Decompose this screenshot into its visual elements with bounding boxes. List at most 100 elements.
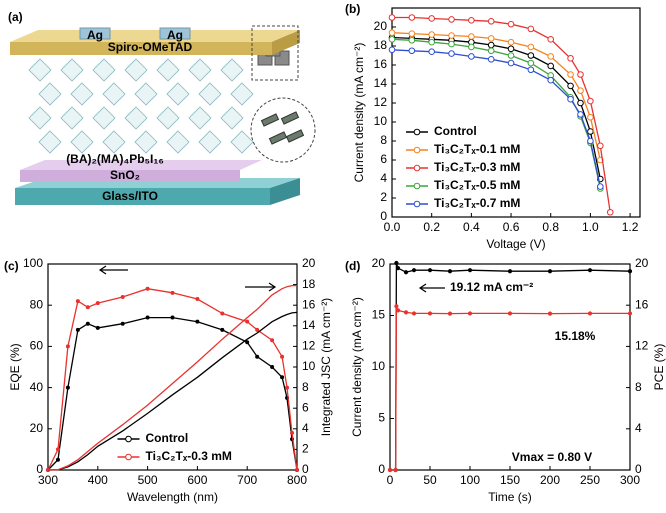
htl-side xyxy=(272,30,300,55)
octahedron xyxy=(38,82,62,106)
data-point xyxy=(587,137,594,145)
annotation: Vmax = 0.80 V xyxy=(512,450,592,464)
inset-flake xyxy=(268,131,288,145)
data-point xyxy=(95,301,100,306)
data-point xyxy=(394,260,399,266)
electrode-label: Ag xyxy=(167,28,183,42)
data-point xyxy=(547,36,555,43)
data-point xyxy=(427,268,433,273)
x-tick-label: 500 xyxy=(138,473,158,487)
data-point xyxy=(567,82,574,90)
y2-tick-label: 10 xyxy=(302,359,316,373)
legend-label: Control xyxy=(434,124,477,138)
y-tick-label: 4 xyxy=(380,171,387,185)
data-point xyxy=(245,340,250,345)
data-point xyxy=(170,315,175,320)
data-point xyxy=(295,468,299,472)
y-tick-label: 40 xyxy=(30,380,44,394)
x-tick-label: 600 xyxy=(187,473,207,487)
panel-label: (a) xyxy=(8,10,23,24)
data-point xyxy=(408,37,416,44)
data-point xyxy=(468,43,475,51)
octahedron xyxy=(198,82,222,106)
data-point xyxy=(388,29,396,37)
y-tick-label: 0 xyxy=(378,462,385,476)
panel-label: (c) xyxy=(4,259,19,273)
x-tick-label: 1.0 xyxy=(582,220,599,234)
arrow xyxy=(418,283,445,293)
data-point xyxy=(290,430,295,435)
data-point xyxy=(395,266,401,271)
octahedron xyxy=(60,58,84,82)
inset-flake xyxy=(285,129,305,143)
octahedron xyxy=(124,58,148,82)
x-axis-label: Voltage (V) xyxy=(486,237,545,251)
y2-tick-label: 2 xyxy=(302,442,309,456)
arrow xyxy=(245,282,277,292)
y2-tick-label: 12 xyxy=(302,339,316,353)
data-point xyxy=(388,46,396,54)
y-tick-label: 12 xyxy=(374,95,388,109)
data-point xyxy=(120,321,125,326)
data-point xyxy=(468,33,475,40)
y2-tick-label: 0 xyxy=(302,462,309,476)
data-point xyxy=(507,20,515,28)
data-point xyxy=(547,53,555,60)
plot-frame xyxy=(391,7,641,218)
octahedron xyxy=(70,82,94,106)
inset-flake xyxy=(260,113,280,127)
perovskite-label: (BA)₂(MA)₄Pb₅I₁₆ xyxy=(66,152,164,166)
octahedron xyxy=(60,106,84,130)
data-point xyxy=(487,47,495,55)
data-point xyxy=(487,41,495,49)
x-tick-label: 0.6 xyxy=(503,220,520,234)
data-point xyxy=(408,14,416,21)
y2-tick-label: 16 xyxy=(635,297,649,311)
y-tick-label: 5 xyxy=(378,411,385,425)
etl-label: SnO₂ xyxy=(110,168,140,182)
data-point xyxy=(170,290,175,295)
y-tick-label: 20 xyxy=(372,256,386,270)
y-axis-label: EQE (%) xyxy=(8,343,22,390)
legend-marker xyxy=(125,453,132,461)
x-tick-label: 150 xyxy=(500,473,520,487)
data-point xyxy=(507,311,513,316)
y2-tick-label: 16 xyxy=(302,297,316,311)
y-axis-label: Current density (mA cm⁻²) xyxy=(352,43,366,183)
octahedron xyxy=(134,130,158,154)
legend-label: Ti₃C₂Tₓ-0.5 mM xyxy=(434,178,520,192)
data-point xyxy=(280,354,285,359)
htl-front xyxy=(10,42,272,55)
data-point xyxy=(65,344,70,349)
y-tick-label: 2 xyxy=(380,190,387,204)
legend-label: Control xyxy=(146,431,189,445)
data-point xyxy=(597,183,604,190)
data-point xyxy=(65,385,70,390)
data-point xyxy=(388,36,396,43)
data-point xyxy=(587,97,594,105)
octahedron xyxy=(220,106,244,130)
data-point xyxy=(467,268,473,273)
data-point xyxy=(448,40,455,48)
y-tick-label: 20 xyxy=(30,421,44,435)
data-point xyxy=(408,47,416,55)
inset-flake xyxy=(280,111,300,125)
legend-marker xyxy=(413,182,421,190)
y-axis-label: Current density (mA cm⁻²) xyxy=(350,297,364,437)
inset-box xyxy=(251,25,299,81)
plot-frame xyxy=(389,263,631,471)
legend-label: Ti₃C₂Tₓ-0.7 mM xyxy=(434,196,520,210)
octahedron xyxy=(92,58,116,82)
data-point xyxy=(567,95,574,103)
y-tick-label: 6 xyxy=(380,152,387,166)
data-point xyxy=(270,365,275,369)
y2-tick-label: 14 xyxy=(302,318,316,332)
octahedron xyxy=(124,106,148,130)
x-tick-label: 0.0 xyxy=(384,220,401,234)
legend-marker xyxy=(413,128,421,136)
substrate-side xyxy=(270,178,300,205)
data-point xyxy=(145,315,150,320)
y-tick-label: 18 xyxy=(374,38,388,52)
octahedron xyxy=(230,130,254,154)
substrate-front xyxy=(15,188,270,205)
